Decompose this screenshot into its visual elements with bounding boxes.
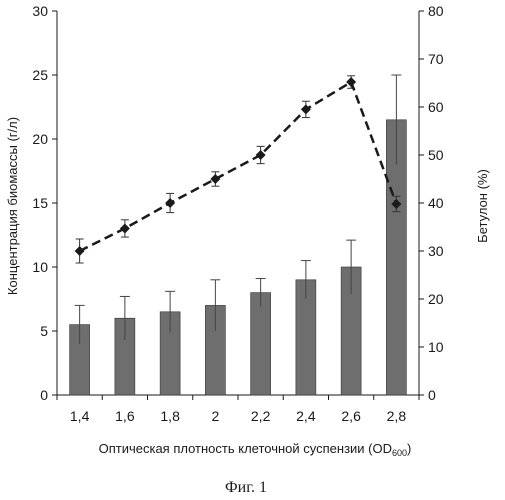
line-point bbox=[120, 223, 130, 233]
y-tick-label-right: 50 bbox=[428, 147, 444, 163]
line-point bbox=[210, 174, 220, 184]
y-tick-label-right: 0 bbox=[428, 387, 436, 403]
x-tick-label: 2 bbox=[211, 408, 219, 424]
y-tick-label-right: 70 bbox=[428, 51, 444, 67]
line-point bbox=[165, 198, 175, 208]
line-point bbox=[346, 77, 356, 87]
y-tick-label-left: 25 bbox=[32, 67, 48, 83]
x-tick-label: 1,6 bbox=[115, 408, 135, 424]
y-tick-label-left: 0 bbox=[40, 387, 48, 403]
x-axis-label: Оптическая плотность клеточной суспензии… bbox=[99, 441, 412, 458]
y-tick-label-left: 5 bbox=[40, 323, 48, 339]
y-axis-right-label: Бетулон (%) bbox=[475, 169, 490, 243]
y-tick-label-right: 60 bbox=[428, 99, 444, 115]
line-series bbox=[75, 76, 402, 263]
y-tick-label-right: 10 bbox=[428, 339, 444, 355]
figure-caption: Фиг. 1 bbox=[225, 479, 267, 496]
y-axis-left-label: Концентрация биомассы (г/л) bbox=[5, 117, 20, 295]
line-path bbox=[80, 82, 397, 251]
x-tick-label: 1,4 bbox=[70, 408, 90, 424]
y-tick-label-left: 30 bbox=[32, 3, 48, 19]
x-tick-label: 2,6 bbox=[341, 408, 361, 424]
x-axis-label-subscript: 600 bbox=[392, 448, 407, 458]
bar bbox=[251, 293, 271, 395]
line-point bbox=[256, 150, 266, 160]
y-tick-label-left: 15 bbox=[32, 195, 48, 211]
x-tick-label: 2,2 bbox=[251, 408, 271, 424]
y-tick-label-right: 30 bbox=[428, 243, 444, 259]
x-axis-label-end: ) bbox=[407, 441, 411, 456]
x-tick-label: 2,8 bbox=[387, 408, 407, 424]
y-tick-label-left: 20 bbox=[32, 131, 48, 147]
y-tick-label-left: 10 bbox=[32, 259, 48, 275]
y-tick-label-right: 80 bbox=[428, 3, 444, 19]
x-tick-label: 1,8 bbox=[160, 408, 180, 424]
y-tick-label-right: 40 bbox=[428, 195, 444, 211]
x-tick-label: 2,4 bbox=[296, 408, 316, 424]
line-point bbox=[75, 246, 85, 256]
x-axis-label-main: Оптическая плотность клеточной суспензии… bbox=[99, 441, 392, 456]
bar-series bbox=[70, 120, 407, 395]
tick-labels: 0 5 10 15 20 25 30 0 10 20 30 40 50 60 70 80 1,4 1,6 1,8 2 2… bbox=[32, 3, 443, 424]
y-tick-label-right: 20 bbox=[428, 291, 444, 307]
axes bbox=[52, 11, 424, 400]
